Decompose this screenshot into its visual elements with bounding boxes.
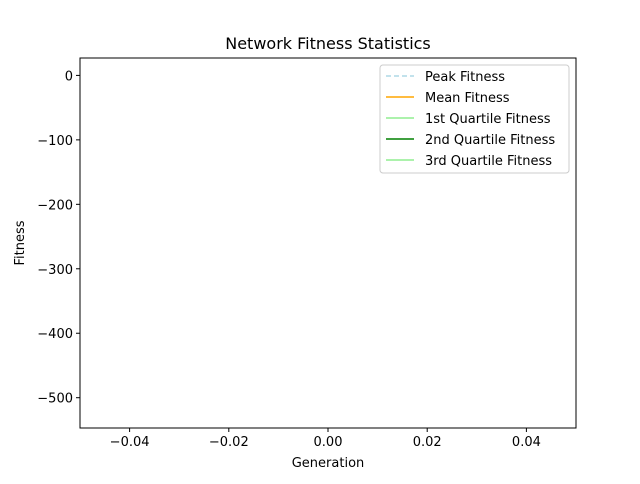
legend-label: Peak Fitness — [425, 70, 505, 85]
plot-frame — [79, 57, 577, 429]
x-tick-label: −0.04 — [110, 435, 150, 450]
y-tick-label: −400 — [37, 327, 73, 342]
legend-label: 3rd Quartile Fitness — [425, 154, 552, 169]
x-axis-label: Generation — [292, 456, 365, 471]
legend: Peak Fitness Mean Fitness 1st Quartile Fit… — [379, 64, 570, 174]
y-tick-label: −200 — [37, 198, 73, 213]
x-tick-label: 0.02 — [413, 435, 442, 450]
y-tick-label: −500 — [37, 392, 73, 407]
legend-label: Mean Fitness — [425, 91, 510, 106]
x-tick-label: 0.00 — [314, 435, 343, 450]
y-tick-label: −300 — [37, 263, 73, 278]
x-tick-label: 0.04 — [512, 435, 541, 450]
y-axis-ticks: 0 −100 −200 −300 −400 −500 — [37, 69, 80, 407]
x-tick-label: −0.02 — [209, 435, 249, 450]
legend-label: 1st Quartile Fitness — [425, 112, 551, 127]
x-axis-ticks: −0.04 −0.02 0.00 0.02 0.04 — [110, 428, 541, 450]
y-axis-label: Fitness — [13, 220, 28, 265]
chart-title: Network Fitness Statistics — [225, 34, 431, 53]
y-tick-label: 0 — [65, 69, 73, 84]
legend-frame — [379, 64, 570, 174]
y-tick-label: −100 — [37, 134, 73, 149]
legend-entries: Peak Fitness Mean Fitness 1st Quartile Fit… — [386, 70, 555, 169]
legend-label: 2nd Quartile Fitness — [425, 133, 555, 148]
